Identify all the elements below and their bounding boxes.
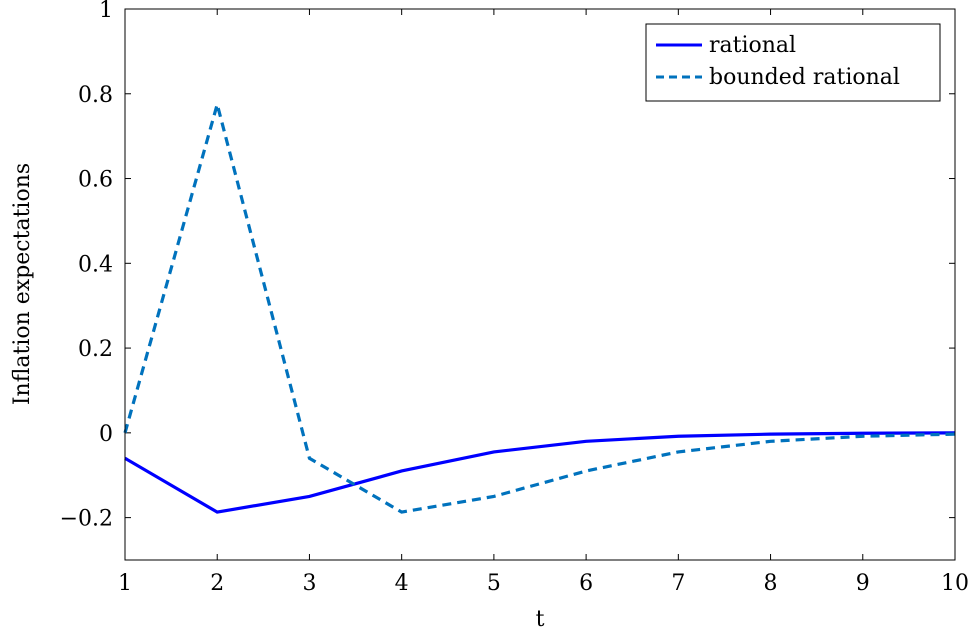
x-tick-label: 7 [671, 571, 685, 596]
x-tick-label: 10 [941, 571, 969, 596]
x-tick-label: 5 [487, 571, 501, 596]
x-tick-label: 1 [118, 571, 132, 596]
y-tick-label: 0.6 [78, 168, 113, 193]
x-tick-label: 2 [210, 571, 224, 596]
y-tick-label: 0 [99, 422, 113, 447]
x-tick-label: 4 [395, 571, 409, 596]
y-tick-label: 0.4 [78, 252, 113, 277]
legend-label-bounded-rational: bounded rational [709, 65, 900, 90]
x-tick-label: 8 [764, 571, 778, 596]
legend-label-rational: rational [709, 33, 796, 58]
x-tick-label: 6 [579, 571, 593, 596]
y-tick-label: 0.8 [78, 83, 113, 108]
x-tick-label: 3 [302, 571, 316, 596]
x-axis-title: t [536, 607, 545, 632]
y-tick-label: 1 [99, 0, 113, 23]
legend: rational bounded rational [646, 24, 940, 101]
x-tick-label: 9 [856, 571, 870, 596]
y-tick-label: 0.2 [78, 337, 113, 362]
y-axis-title: Inflation expectations [10, 163, 35, 405]
y-tick-label: −0.2 [60, 507, 113, 532]
